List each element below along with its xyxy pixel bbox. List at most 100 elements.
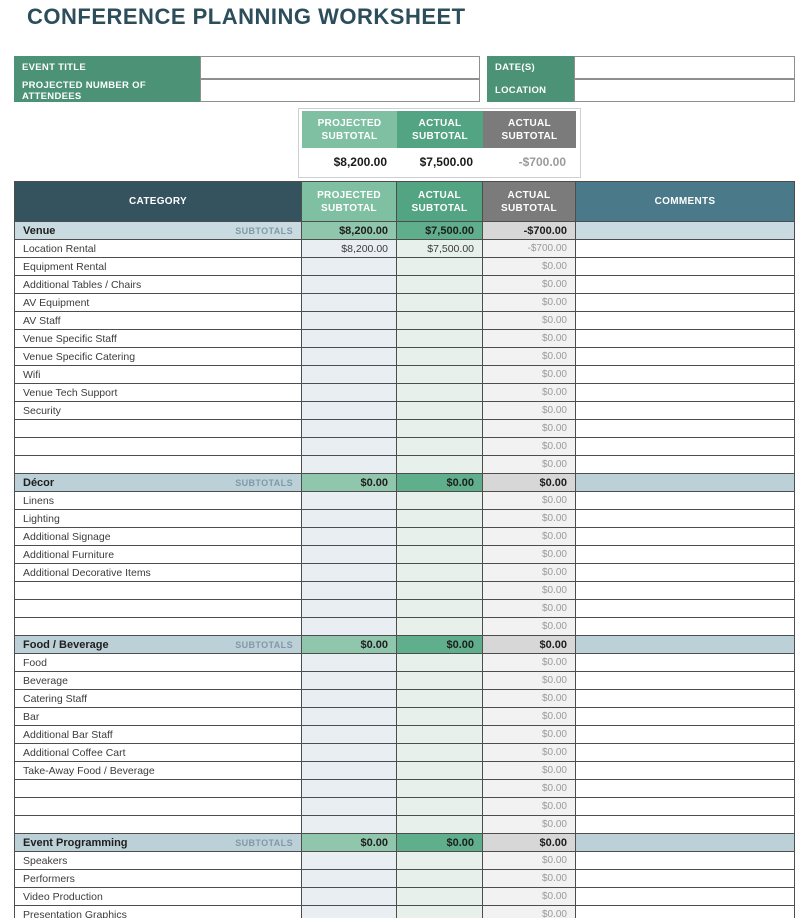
item-label-cell[interactable]: Security: [15, 402, 302, 420]
item-actual-cell[interactable]: [397, 258, 483, 276]
item-actual-cell[interactable]: [397, 294, 483, 312]
item-comments-cell[interactable]: [576, 492, 794, 510]
item-label-cell[interactable]: Performers: [15, 870, 302, 888]
item-actual-cell[interactable]: [397, 726, 483, 744]
item-comments-cell[interactable]: [576, 762, 794, 780]
item-label-cell[interactable]: [15, 618, 302, 636]
item-projected-cell[interactable]: [302, 690, 397, 708]
item-label-cell[interactable]: [15, 456, 302, 474]
item-projected-cell[interactable]: [302, 582, 397, 600]
item-projected-cell[interactable]: [302, 564, 397, 582]
item-label-cell[interactable]: Beverage: [15, 672, 302, 690]
item-actual-cell[interactable]: [397, 708, 483, 726]
item-actual-cell[interactable]: [397, 330, 483, 348]
item-comments-cell[interactable]: [576, 276, 794, 294]
item-label-cell[interactable]: Speakers: [15, 852, 302, 870]
item-projected-cell[interactable]: [302, 744, 397, 762]
item-comments-cell[interactable]: [576, 726, 794, 744]
item-label-cell[interactable]: AV Staff: [15, 312, 302, 330]
item-projected-cell[interactable]: [302, 384, 397, 402]
item-label-cell[interactable]: Additional Furniture: [15, 546, 302, 564]
item-comments-cell[interactable]: [576, 798, 794, 816]
item-actual-cell[interactable]: [397, 366, 483, 384]
item-projected-cell[interactable]: [302, 816, 397, 834]
item-label-cell[interactable]: Additional Bar Staff: [15, 726, 302, 744]
item-actual-cell[interactable]: [397, 528, 483, 546]
item-label-cell[interactable]: [15, 582, 302, 600]
item-comments-cell[interactable]: [576, 510, 794, 528]
item-projected-cell[interactable]: [302, 312, 397, 330]
item-label-cell[interactable]: Catering Staff: [15, 690, 302, 708]
item-comments-cell[interactable]: [576, 330, 794, 348]
item-comments-cell[interactable]: [576, 654, 794, 672]
item-comments-cell[interactable]: [576, 312, 794, 330]
item-actual-cell[interactable]: [397, 780, 483, 798]
item-label-cell[interactable]: [15, 816, 302, 834]
item-label-cell[interactable]: Lighting: [15, 510, 302, 528]
item-projected-cell[interactable]: [302, 510, 397, 528]
item-actual-cell[interactable]: [397, 312, 483, 330]
item-projected-cell[interactable]: [302, 708, 397, 726]
item-actual-cell[interactable]: [397, 870, 483, 888]
item-comments-cell[interactable]: [576, 348, 794, 366]
item-actual-cell[interactable]: [397, 798, 483, 816]
item-comments-cell[interactable]: [576, 402, 794, 420]
item-comments-cell[interactable]: [576, 816, 794, 834]
item-projected-cell[interactable]: [302, 852, 397, 870]
item-projected-cell[interactable]: [302, 420, 397, 438]
item-actual-cell[interactable]: [397, 888, 483, 906]
attendees-input[interactable]: [200, 79, 480, 102]
item-comments-cell[interactable]: [576, 600, 794, 618]
item-comments-cell[interactable]: [576, 870, 794, 888]
item-label-cell[interactable]: Food: [15, 654, 302, 672]
item-actual-cell[interactable]: [397, 348, 483, 366]
item-actual-cell[interactable]: $7,500.00: [397, 240, 483, 258]
item-comments-cell[interactable]: [576, 708, 794, 726]
item-label-cell[interactable]: Location Rental: [15, 240, 302, 258]
location-input[interactable]: [574, 79, 795, 102]
event-title-input[interactable]: [200, 56, 480, 79]
item-projected-cell[interactable]: [302, 798, 397, 816]
item-projected-cell[interactable]: $8,200.00: [302, 240, 397, 258]
item-comments-cell[interactable]: [576, 780, 794, 798]
item-comments-cell[interactable]: [576, 690, 794, 708]
item-projected-cell[interactable]: [302, 456, 397, 474]
item-label-cell[interactable]: Venue Specific Staff: [15, 330, 302, 348]
item-actual-cell[interactable]: [397, 816, 483, 834]
item-comments-cell[interactable]: [576, 240, 794, 258]
item-projected-cell[interactable]: [302, 780, 397, 798]
item-projected-cell[interactable]: [302, 294, 397, 312]
item-label-cell[interactable]: Venue Tech Support: [15, 384, 302, 402]
item-comments-cell[interactable]: [576, 258, 794, 276]
item-actual-cell[interactable]: [397, 654, 483, 672]
item-projected-cell[interactable]: [302, 654, 397, 672]
item-actual-cell[interactable]: [397, 762, 483, 780]
item-projected-cell[interactable]: [302, 906, 397, 918]
item-comments-cell[interactable]: [576, 546, 794, 564]
item-actual-cell[interactable]: [397, 690, 483, 708]
item-comments-cell[interactable]: [576, 438, 794, 456]
item-projected-cell[interactable]: [302, 258, 397, 276]
item-comments-cell[interactable]: [576, 672, 794, 690]
item-label-cell[interactable]: Venue Specific Catering: [15, 348, 302, 366]
dates-input[interactable]: [574, 56, 795, 79]
item-label-cell[interactable]: Bar: [15, 708, 302, 726]
item-actual-cell[interactable]: [397, 492, 483, 510]
item-comments-cell[interactable]: [576, 906, 794, 918]
item-actual-cell[interactable]: [397, 600, 483, 618]
item-actual-cell[interactable]: [397, 582, 483, 600]
item-actual-cell[interactable]: [397, 852, 483, 870]
item-comments-cell[interactable]: [576, 618, 794, 636]
item-comments-cell[interactable]: [576, 744, 794, 762]
item-actual-cell[interactable]: [397, 564, 483, 582]
item-actual-cell[interactable]: [397, 906, 483, 918]
item-label-cell[interactable]: [15, 780, 302, 798]
item-comments-cell[interactable]: [576, 528, 794, 546]
item-comments-cell[interactable]: [576, 384, 794, 402]
item-actual-cell[interactable]: [397, 402, 483, 420]
item-actual-cell[interactable]: [397, 438, 483, 456]
item-comments-cell[interactable]: [576, 564, 794, 582]
item-projected-cell[interactable]: [302, 348, 397, 366]
item-projected-cell[interactable]: [302, 726, 397, 744]
item-comments-cell[interactable]: [576, 582, 794, 600]
